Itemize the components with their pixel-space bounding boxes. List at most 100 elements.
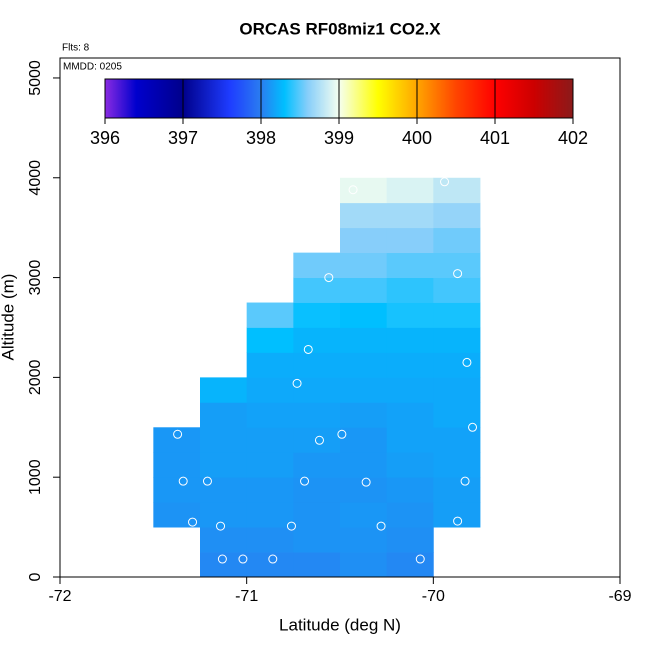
flight-point — [337, 429, 347, 439]
heat-cell — [246, 302, 294, 328]
flight-point — [415, 554, 425, 564]
colorbar-tick-label: 400 — [402, 128, 432, 148]
heat-cell — [433, 227, 481, 254]
heat-cell — [340, 502, 388, 528]
heat-cell — [433, 452, 481, 478]
heat-cell — [293, 427, 341, 453]
heat-cell — [340, 402, 388, 428]
heat-cell — [340, 202, 388, 229]
heat-cell — [246, 352, 294, 378]
x-tick-label: -71 — [235, 588, 258, 605]
heat-cell — [293, 452, 341, 478]
heat-cell — [246, 377, 294, 403]
y-tick-label: 2000 — [27, 359, 44, 395]
heat-cell — [200, 427, 248, 453]
heat-cell — [153, 477, 201, 503]
heat-cell — [433, 352, 481, 378]
flight-point — [300, 476, 310, 486]
heat-cell — [386, 427, 434, 453]
heat-cell — [340, 552, 388, 578]
heat-cell — [293, 252, 341, 278]
heat-cell — [340, 427, 388, 453]
heat-cell — [293, 352, 341, 378]
heat-cell — [293, 477, 341, 503]
date-label: MMDD: 0205 — [63, 62, 122, 73]
y-tick-label: 3000 — [27, 260, 44, 296]
y-tick-label: 4000 — [27, 160, 44, 196]
x-tick-label: -69 — [608, 588, 631, 605]
flight-point — [178, 476, 188, 486]
heat-cell — [433, 177, 481, 204]
heat-cell — [386, 252, 434, 278]
heat-cell — [386, 277, 434, 303]
x-tick-label: -70 — [422, 588, 445, 605]
heat-cell — [340, 452, 388, 478]
heat-cell — [246, 477, 294, 503]
flight-point — [238, 554, 248, 564]
x-axis-label: Latitude (deg N) — [279, 615, 401, 634]
heat-cell — [340, 352, 388, 378]
heat-cell — [386, 402, 434, 428]
heat-cell — [246, 502, 294, 528]
heat-cell — [246, 427, 294, 453]
heat-cell — [340, 252, 388, 278]
heat-cell — [200, 377, 248, 403]
x-tick-label: -72 — [48, 588, 71, 605]
heat-cell — [386, 477, 434, 503]
heat-cell — [386, 377, 434, 403]
heat-cell — [200, 527, 248, 553]
colorbar-tick-label: 396 — [90, 128, 120, 148]
flight-point — [216, 521, 226, 531]
y-tick-label: 5000 — [27, 60, 44, 96]
heat-cell — [153, 452, 201, 478]
colorbar-tick-label: 399 — [324, 128, 354, 148]
heat-cell — [386, 327, 434, 353]
heat-cell — [386, 527, 434, 553]
heat-cell — [340, 527, 388, 553]
flight-point — [314, 435, 324, 445]
flight-point — [188, 517, 198, 527]
heat-cell — [293, 552, 341, 578]
flight-point — [376, 521, 386, 531]
colorbar-tick-label: 402 — [558, 128, 588, 148]
flight-point — [268, 554, 278, 564]
y-tick-label: 0 — [27, 572, 44, 581]
heat-cell — [386, 177, 434, 204]
heat-cell — [433, 502, 481, 528]
heat-cell — [246, 527, 294, 553]
flight-point — [468, 422, 478, 432]
heat-cell — [153, 502, 201, 528]
heat-cell — [246, 327, 294, 353]
colorbar-tick-label: 397 — [168, 128, 198, 148]
flight-point — [173, 429, 183, 439]
flight-point — [440, 177, 450, 187]
flight-point — [348, 185, 358, 195]
heat-cell — [340, 377, 388, 403]
heat-cell — [246, 452, 294, 478]
heat-cell — [386, 302, 434, 328]
heat-cell — [340, 227, 388, 254]
flight-point — [217, 554, 227, 564]
flight-point — [453, 516, 463, 526]
heat-cell — [386, 227, 434, 254]
heat-cell — [293, 327, 341, 353]
heat-cell — [433, 327, 481, 353]
heat-cell — [340, 177, 388, 204]
heat-cell — [386, 352, 434, 378]
flight-point — [361, 477, 371, 487]
heat-cell — [433, 202, 481, 229]
heat-cell — [293, 277, 341, 303]
heat-cell — [246, 402, 294, 428]
heat-cell — [433, 302, 481, 328]
heat-cell — [386, 202, 434, 229]
flights-label: Flts: 8 — [62, 43, 90, 54]
flight-point — [292, 378, 302, 388]
flight-point — [462, 357, 472, 367]
colorbar-tick-label: 398 — [246, 128, 276, 148]
heat-cell — [153, 427, 201, 453]
heat-cell — [340, 327, 388, 353]
heat-cell — [293, 527, 341, 553]
heat-cell — [293, 502, 341, 528]
heat-cell — [340, 477, 388, 503]
